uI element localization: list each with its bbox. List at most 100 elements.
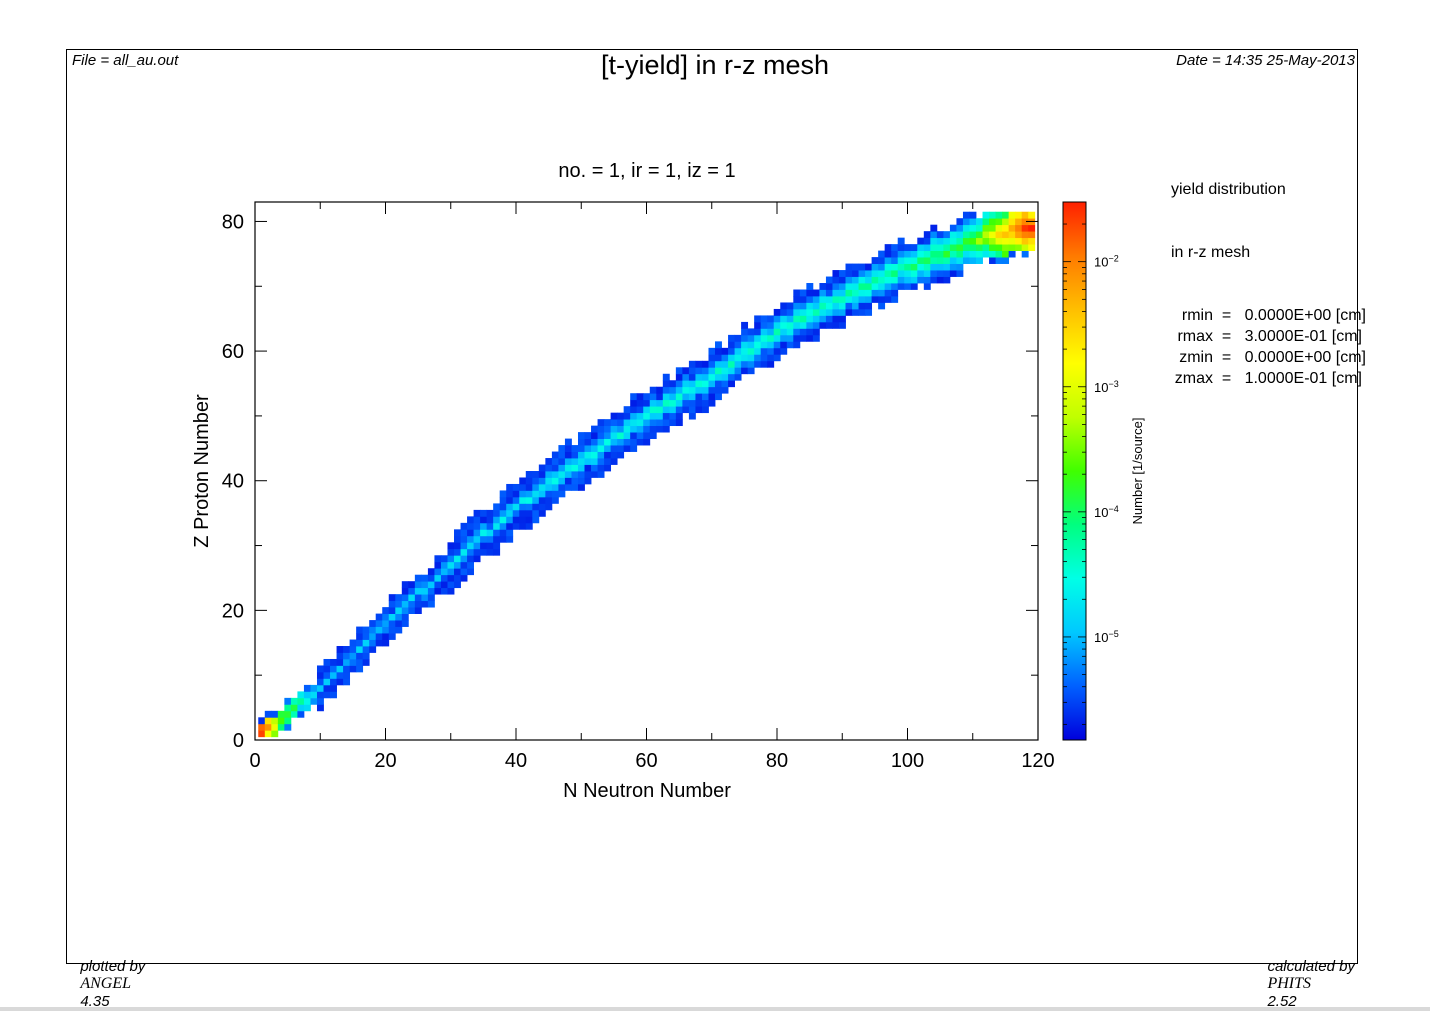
heatmap-cell — [747, 354, 755, 362]
heatmap-cell — [754, 347, 762, 355]
heatmap-cell — [480, 509, 488, 517]
heatmap-cell — [1028, 211, 1036, 219]
heatmap-cell — [871, 283, 879, 290]
heatmap-cell — [799, 295, 807, 303]
heatmap-cell — [930, 237, 938, 245]
heatmap-cell — [558, 490, 566, 498]
heatmap-cell — [343, 678, 351, 686]
x-tick-label: 20 — [374, 750, 396, 772]
heatmap-cell — [1002, 257, 1010, 264]
heatmap-cell — [362, 633, 370, 640]
heatmap-cell — [695, 393, 703, 401]
heatmap-cell — [506, 509, 514, 517]
heatmap-cell — [277, 710, 285, 718]
heatmap-cell — [858, 263, 866, 271]
heatmap-cell — [401, 607, 409, 614]
heatmap-cell — [545, 496, 553, 504]
heatmap-cell — [551, 483, 559, 491]
heatmap-cell — [460, 522, 468, 530]
heatmap-cell — [519, 503, 527, 511]
heatmap-cell — [760, 321, 768, 329]
heatmap-cell — [832, 315, 840, 323]
heatmap-cell — [401, 581, 409, 589]
heatmap-cell — [290, 710, 298, 718]
heatmap-cell — [708, 373, 716, 381]
heatmap-cell — [962, 257, 970, 264]
heatmap-cell — [649, 393, 657, 401]
heatmap-cell — [290, 697, 298, 705]
heatmap-cell — [486, 548, 494, 556]
heatmap-cell — [362, 639, 370, 647]
heatmap-cell — [1008, 250, 1016, 258]
colorbar-tick-label: 10−2 — [1094, 254, 1119, 270]
heatmap-cell — [519, 477, 527, 485]
heatmap-cell — [538, 471, 546, 478]
heatmap-cell — [643, 399, 651, 407]
heatmap-cell — [617, 438, 625, 446]
heatmap-cell — [571, 445, 579, 452]
heatmap-cell — [793, 341, 801, 349]
heatmap-cell — [721, 354, 729, 362]
heatmap-cell — [323, 691, 331, 699]
heatmap-cell — [297, 704, 305, 712]
heatmap-cell — [545, 490, 553, 498]
heatmap-cell — [675, 412, 683, 420]
heatmap-cell — [773, 354, 781, 362]
heatmap-cell — [649, 419, 657, 427]
heatmap-cell — [604, 432, 612, 439]
heatmap-cell — [825, 321, 833, 329]
heatmap-cell — [480, 522, 488, 530]
heatmap-cell — [760, 354, 768, 362]
heatmap-cell — [904, 263, 912, 271]
heatmap-cell — [1015, 237, 1023, 245]
phits-logo: PHITS — [1267, 975, 1311, 992]
heatmap-cell — [1015, 224, 1023, 232]
heatmap-cell — [982, 211, 990, 219]
heatmap-cell — [675, 386, 683, 394]
heatmap-cell — [878, 250, 886, 258]
heatmap-cell — [617, 445, 625, 452]
heatmap-cell — [1008, 224, 1016, 232]
heatmap-cell — [904, 244, 912, 252]
heatmap-cell — [473, 529, 481, 537]
heatmap-cell — [982, 250, 990, 258]
heatmap-cell — [297, 697, 305, 705]
heatmap-cell — [447, 561, 455, 569]
heatmap-cell — [571, 464, 579, 472]
info-param-zmin: zmin = 0.0000E+00 [cm] — [1171, 347, 1366, 368]
date-stamp: Date = 14:35 25-May-2013 — [1176, 52, 1355, 69]
heatmap-cell — [819, 321, 827, 329]
heatmap-cell — [558, 458, 566, 465]
heatmap-cell — [871, 263, 879, 271]
heatmap-cell — [617, 432, 625, 439]
heatmap-cell — [995, 231, 1003, 239]
heatmap-cell — [962, 244, 970, 252]
heatmap-cell — [1008, 231, 1016, 239]
heatmap-cell — [571, 477, 579, 485]
heatmap-cell — [264, 717, 272, 725]
heatmap-cell — [962, 211, 970, 219]
heatmap-cell — [434, 574, 442, 582]
heatmap-cell — [799, 302, 807, 310]
heatmap-cell — [865, 283, 873, 290]
heatmap-cell — [460, 561, 468, 569]
heatmap-cell — [884, 244, 892, 252]
heatmap-cell — [297, 710, 305, 718]
heatmap-cell — [499, 496, 507, 504]
heatmap-cell — [271, 717, 279, 725]
heatmap-cell — [330, 671, 337, 679]
heatmap-cell — [917, 257, 925, 264]
heatmap-cell — [284, 704, 292, 712]
heatmap-cell — [460, 548, 468, 556]
colorbar — [1062, 201, 1087, 741]
heatmap-cell — [649, 432, 657, 439]
calculated-prefix: calculated by — [1267, 958, 1355, 975]
heatmap-cell — [610, 432, 618, 439]
heatmap-cell — [793, 334, 801, 342]
heatmap-cell — [715, 354, 722, 362]
heatmap-cell — [558, 445, 566, 452]
heatmap-cell — [1021, 237, 1029, 245]
heatmap-cell — [551, 464, 559, 472]
heatmap-cell — [571, 451, 579, 459]
heatmap-cell — [454, 529, 461, 537]
